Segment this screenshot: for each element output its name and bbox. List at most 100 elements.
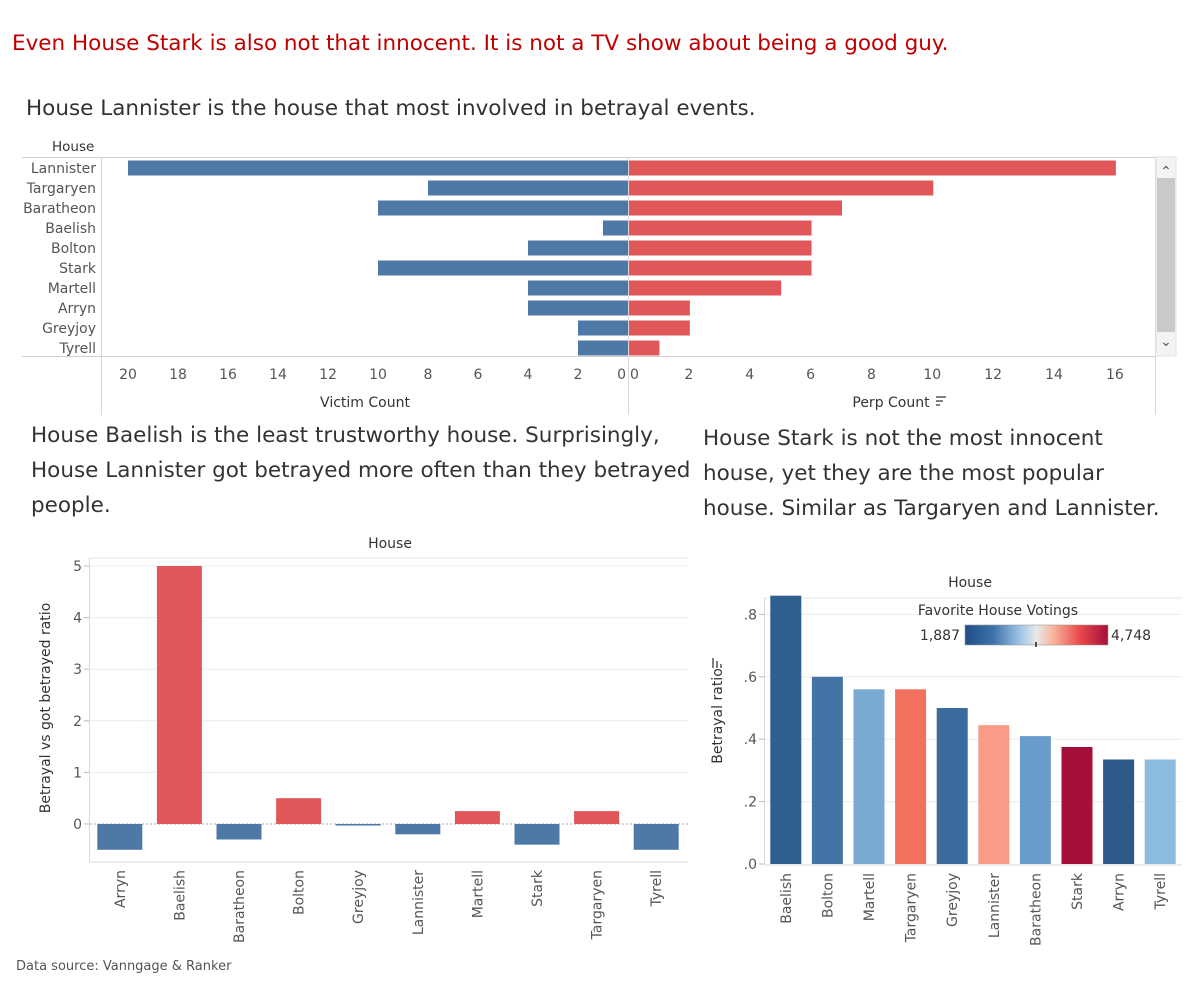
chart3-ylabel: Betrayal ratio xyxy=(710,668,726,764)
ratio-bar-arryn xyxy=(97,824,143,850)
x-tick-bolton: Bolton xyxy=(292,870,308,915)
scroll-down-icon[interactable]: ⌄ xyxy=(1160,334,1172,350)
ratio-bar-greyjoy xyxy=(335,824,381,826)
x-tick-arryn: Arryn xyxy=(1112,873,1128,911)
x-tick-baelish: Baelish xyxy=(779,873,795,924)
scrollbar-thumb[interactable] xyxy=(1157,178,1175,332)
perp-tick-0: 0 xyxy=(630,367,639,383)
perp-bar-martell xyxy=(629,280,782,296)
victim-tick-0: 0 xyxy=(617,367,626,383)
victim-bar-stark xyxy=(378,260,628,276)
row-label-targaryen: Targaryen xyxy=(26,181,96,197)
victim-tick-18: 18 xyxy=(169,367,187,383)
row-label-baratheon: Baratheon xyxy=(23,201,96,217)
perp-tick-8: 8 xyxy=(867,367,876,383)
perp-tick-4: 4 xyxy=(745,367,754,383)
page-headline: Even House Stark is also not that innoce… xyxy=(12,31,949,56)
x-tick-lannister: Lannister xyxy=(987,873,1003,938)
y-tick-4: 4 xyxy=(73,611,82,627)
x-tick-martell: Martell xyxy=(862,873,878,921)
chart2-ylabel: Betrayal vs got betrayed ratio xyxy=(38,603,54,814)
y-tick-2: 2 xyxy=(73,714,82,730)
victim-bar-tyrell xyxy=(578,340,628,356)
y-tick-0: .0 xyxy=(744,857,757,873)
victim-bar-bolton xyxy=(528,240,628,256)
betrayal-bar-tyrell xyxy=(1144,759,1176,864)
victim-tick-16: 16 xyxy=(219,367,237,383)
x-tick-tyrell: Tyrell xyxy=(649,870,665,908)
betrayal-bar-greyjoy xyxy=(936,708,968,864)
perp-tick-6: 6 xyxy=(806,367,815,383)
victim-tick-12: 12 xyxy=(319,367,337,383)
x-tick-stark: Stark xyxy=(1070,872,1086,910)
victim-bar-baratheon xyxy=(378,200,628,216)
color-legend: Favorite House Votings 1,887 4,748 xyxy=(918,603,1151,647)
perp-tick-10: 10 xyxy=(923,367,941,383)
y-tick-3: 3 xyxy=(73,662,82,678)
ratio-bar-bolton xyxy=(276,798,322,824)
row-label-bolton: Bolton xyxy=(51,241,96,257)
x-tick-stark: Stark xyxy=(530,869,546,907)
chart2-title: House Baelish is the least trustworthy h… xyxy=(31,423,691,518)
betrayal-bar-lannister xyxy=(978,725,1010,864)
y-tick-2: .4 xyxy=(744,732,757,748)
row-label-greyjoy: Greyjoy xyxy=(42,321,96,337)
perp-bar-lannister xyxy=(629,160,1116,176)
row-header: House xyxy=(52,139,94,155)
x-tick-baratheon: Baratheon xyxy=(232,870,248,943)
chart2-header: House xyxy=(368,536,412,552)
ratio-bar-martell xyxy=(454,811,500,824)
legend-title: Favorite House Votings xyxy=(918,603,1078,619)
victim-tick-2: 2 xyxy=(574,367,583,383)
ratio-bar-tyrell xyxy=(633,824,679,850)
x-tick-greyjoy: Greyjoy xyxy=(945,873,961,927)
betrayal-bar-martell xyxy=(853,689,885,864)
row-label-stark: Stark xyxy=(59,261,97,277)
y-tick-1: 1 xyxy=(73,765,82,781)
chart3-title: House Stark is not the most innocent hou… xyxy=(703,426,1160,521)
victim-bar-lannister xyxy=(128,160,628,176)
perp-bar-stark xyxy=(629,260,812,276)
legend-max: 4,748 xyxy=(1111,628,1151,644)
victim-bar-greyjoy xyxy=(578,320,628,336)
scroll-up-icon[interactable]: ⌃ xyxy=(1160,164,1172,180)
perp-bar-targaryen xyxy=(629,180,934,196)
perp-tick-14: 14 xyxy=(1045,367,1063,383)
ratio-bar-stark xyxy=(514,824,560,845)
victim-bar-baelish xyxy=(603,220,628,236)
perp-bar-baratheon xyxy=(629,200,843,216)
sort-descending-icon[interactable] xyxy=(712,658,722,668)
perp-axis-label: Perp Count xyxy=(852,395,930,411)
ratio-bar-targaryen xyxy=(574,811,620,824)
perp-bar-greyjoy xyxy=(629,320,690,336)
betrayal-bar-bolton xyxy=(811,676,843,864)
row-label-baelish: Baelish xyxy=(45,221,96,237)
ratio-bar-lannister xyxy=(395,824,441,835)
betrayal-bar-targaryen xyxy=(895,689,927,864)
chart1-title: House Lannister is the house that most i… xyxy=(26,96,756,121)
x-tick-arryn: Arryn xyxy=(113,870,129,908)
sort-descending-icon[interactable] xyxy=(936,396,946,406)
row-label-arryn: Arryn xyxy=(58,301,96,317)
vertical-scrollbar[interactable]: ⌃⌄ xyxy=(1155,156,1177,357)
victim-tick-8: 8 xyxy=(424,367,433,383)
ratio-bar-baratheon xyxy=(216,824,262,840)
betrayal-bar-baratheon xyxy=(1019,736,1051,864)
victim-tick-4: 4 xyxy=(524,367,533,383)
perp-bar-bolton xyxy=(629,240,812,256)
legend-min: 1,887 xyxy=(920,628,960,644)
x-tick-baratheon: Baratheon xyxy=(1028,873,1044,946)
y-tick-5: 5 xyxy=(73,559,82,575)
victim-bar-arryn xyxy=(528,300,628,316)
y-tick-3: .6 xyxy=(744,670,757,686)
victim-tick-10: 10 xyxy=(369,367,387,383)
x-tick-tyrell: Tyrell xyxy=(1153,873,1169,911)
row-label-martell: Martell xyxy=(48,281,96,297)
perp-tick-12: 12 xyxy=(984,367,1002,383)
x-tick-martell: Martell xyxy=(470,870,486,918)
x-tick-bolton: Bolton xyxy=(820,873,836,918)
row-label-tyrell: Tyrell xyxy=(59,341,97,357)
victim-axis-label: Victim Count xyxy=(320,395,410,411)
ratio-bar-baelish xyxy=(156,566,202,824)
victim-bar-targaryen xyxy=(428,180,628,196)
